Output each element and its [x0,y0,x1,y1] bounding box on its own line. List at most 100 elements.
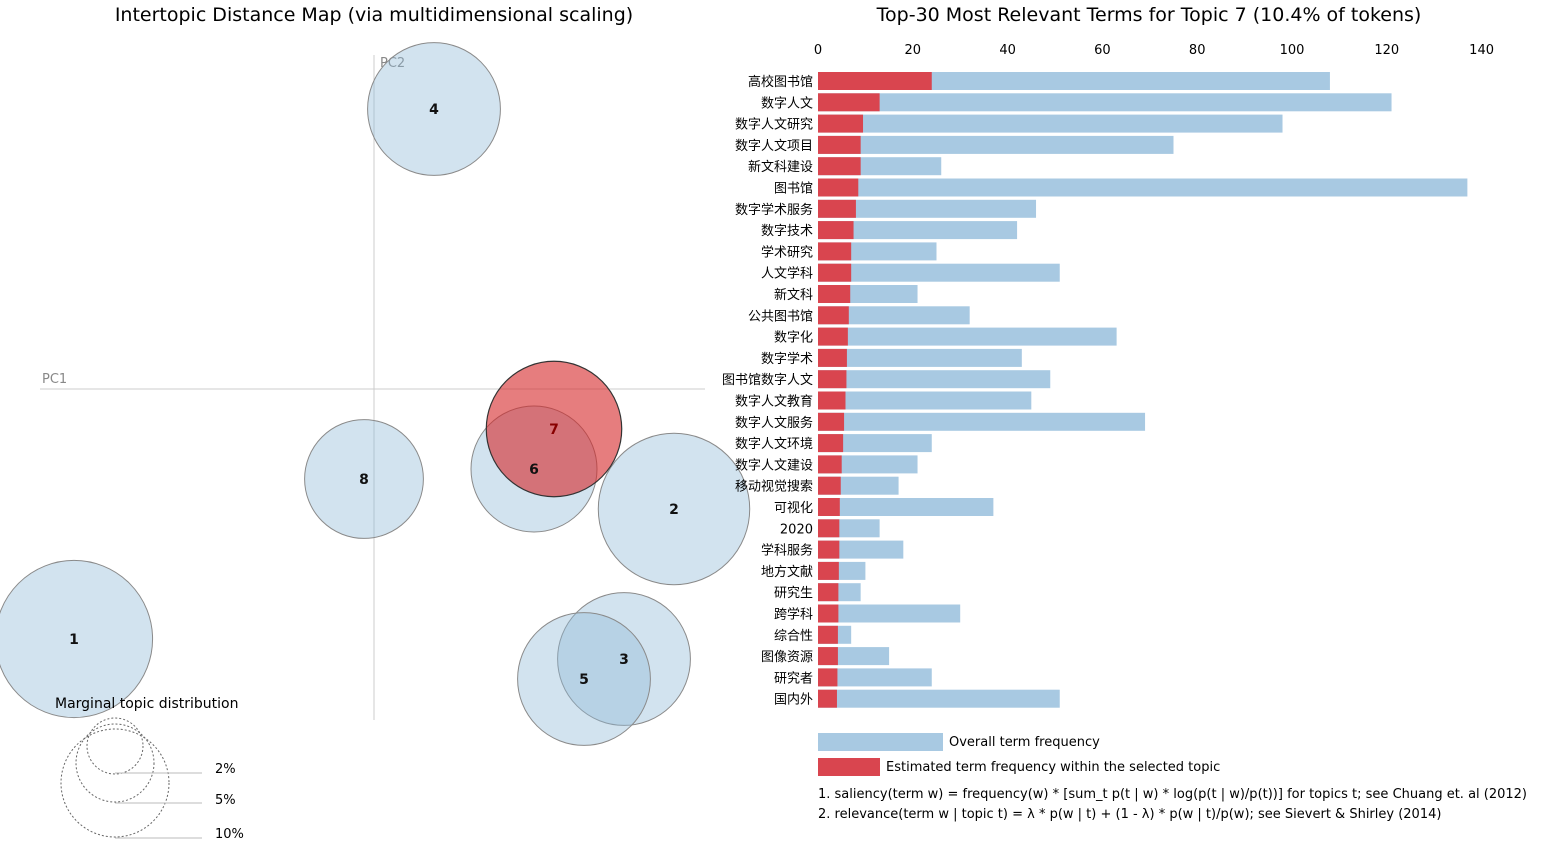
bar-topic-frequency[interactable] [818,625,838,644]
bar-topic-frequency[interactable] [818,412,845,431]
term-row[interactable]: 数字学术服务 [735,199,1037,218]
term-label[interactable]: 可视化 [774,501,813,516]
bar-topic-frequency[interactable] [818,263,852,282]
term-label[interactable]: 数字技术 [761,224,813,239]
term-label[interactable]: 综合性 [774,629,813,644]
term-row[interactable]: 图书馆 [774,178,1468,197]
bar-topic-frequency[interactable] [818,370,847,389]
topic-label-6[interactable]: 6 [529,462,539,478]
bar-overall-frequency[interactable] [818,498,994,516]
bar-overall-frequency[interactable] [818,370,1051,389]
term-row[interactable]: 数字人文建设 [735,455,918,474]
bar-overall-frequency[interactable] [818,178,1468,197]
term-row[interactable]: 数字技术 [761,221,1018,240]
bar-overall-frequency[interactable] [818,412,1146,431]
term-label[interactable]: 跨学科 [774,607,813,623]
bar-overall-frequency[interactable] [818,668,932,687]
topic-circle-3[interactable] [557,592,691,726]
bar-topic-frequency[interactable] [818,221,854,240]
topic-label-3[interactable]: 3 [619,652,629,668]
term-row[interactable]: 图书馆数字人文 [722,370,1051,389]
topic-label-5[interactable]: 5 [579,672,589,688]
topic-label-4[interactable]: 4 [429,102,439,118]
term-label[interactable]: 数字人文 [761,96,813,111]
bar-topic-frequency[interactable] [818,391,846,410]
term-label[interactable]: 研究生 [774,586,813,601]
bar-topic-frequency[interactable] [818,647,838,666]
bar-topic-frequency[interactable] [818,668,838,687]
bar-overall-frequency[interactable] [818,221,1018,240]
term-label[interactable]: 移动视觉搜索 [735,480,813,495]
term-label[interactable]: 研究者 [774,671,813,686]
bar-overall-frequency[interactable] [818,604,961,623]
term-row[interactable]: 图像资源 [761,647,890,666]
topic-circle-7[interactable] [485,360,623,498]
bar-overall-frequency[interactable] [818,327,1117,346]
bar-topic-frequency[interactable] [818,157,861,176]
term-label[interactable]: 地方文献 [761,564,813,580]
term-label[interactable]: 数字学术服务 [735,202,813,218]
topic-circle-4[interactable] [367,42,501,176]
term-label[interactable]: 高校图书馆 [748,74,813,90]
term-label[interactable]: 数字人文教育 [735,394,813,410]
term-row[interactable]: 数字人文 [761,93,1392,112]
bar-topic-frequency[interactable] [818,306,849,325]
term-row[interactable]: 学术研究 [761,242,937,261]
bar-topic-frequency[interactable] [818,519,840,538]
term-row[interactable]: 人文学科 [761,263,1060,282]
term-label[interactable]: 学术研究 [761,244,813,260]
term-row[interactable]: 高校图书馆 [748,72,1330,90]
term-row[interactable]: 新文科 [774,285,918,303]
term-row[interactable]: 国内外 [774,689,1060,708]
bar-overall-frequency[interactable] [818,391,1032,410]
term-row[interactable]: 数字化 [774,327,1117,346]
bar-topic-frequency[interactable] [818,285,851,303]
bar-topic-frequency[interactable] [818,561,839,580]
bar-topic-frequency[interactable] [818,242,852,261]
bar-topic-frequency[interactable] [818,604,839,623]
bar-overall-frequency[interactable] [818,434,932,453]
bar-topic-frequency[interactable] [818,199,856,218]
term-row[interactable]: 研究者 [774,668,932,687]
term-label[interactable]: 新文科建设 [748,159,813,175]
term-row[interactable]: 新文科建设 [748,157,942,176]
bar-overall-frequency[interactable] [818,199,1037,218]
term-label[interactable]: 2020 [780,522,813,537]
bar-overall-frequency[interactable] [818,689,1060,708]
bar-topic-frequency[interactable] [818,455,842,474]
term-row[interactable]: 数字学术 [761,348,1022,367]
topic-label-7[interactable]: 7 [549,422,559,438]
term-label[interactable]: 新文科 [774,287,813,303]
bar-topic-frequency[interactable] [818,93,880,112]
term-label[interactable]: 数字人文建设 [735,458,813,473]
term-row[interactable]: 综合性 [774,625,852,644]
bar-topic-frequency[interactable] [818,327,848,346]
term-label[interactable]: 数字学术 [761,351,813,367]
term-label[interactable]: 人文学科 [761,266,813,282]
bar-overall-frequency[interactable] [818,455,918,474]
bar-overall-frequency[interactable] [818,93,1392,112]
bar-topic-frequency[interactable] [818,135,861,154]
term-label[interactable]: 图书馆 [774,182,813,197]
bar-topic-frequency[interactable] [818,476,841,495]
bar-topic-frequency[interactable] [818,583,839,602]
topic-label-2[interactable]: 2 [669,502,679,518]
topic-circle-8[interactable] [304,419,424,539]
bar-topic-frequency[interactable] [818,72,932,90]
term-label[interactable]: 数字人文环境 [735,437,813,452]
term-row[interactable]: 数字人文服务 [735,412,1146,431]
bar-topic-frequency[interactable] [818,498,840,516]
term-row[interactable]: 数字人文项目 [735,135,1174,154]
term-label[interactable]: 国内外 [774,692,813,708]
term-label[interactable]: 数字人文项目 [735,139,813,154]
bar-topic-frequency[interactable] [818,540,840,559]
bar-overall-frequency[interactable] [818,72,1330,90]
bar-overall-frequency[interactable] [818,306,970,325]
term-row[interactable]: 数字人文研究 [735,114,1283,133]
term-row[interactable]: 2020 [780,519,880,538]
bar-topic-frequency[interactable] [818,178,859,197]
topic-circle-2[interactable] [597,432,751,586]
topic-circle-5[interactable] [517,612,651,746]
term-label[interactable]: 学科服务 [761,543,813,559]
term-label[interactable]: 公共图书馆 [748,309,813,324]
